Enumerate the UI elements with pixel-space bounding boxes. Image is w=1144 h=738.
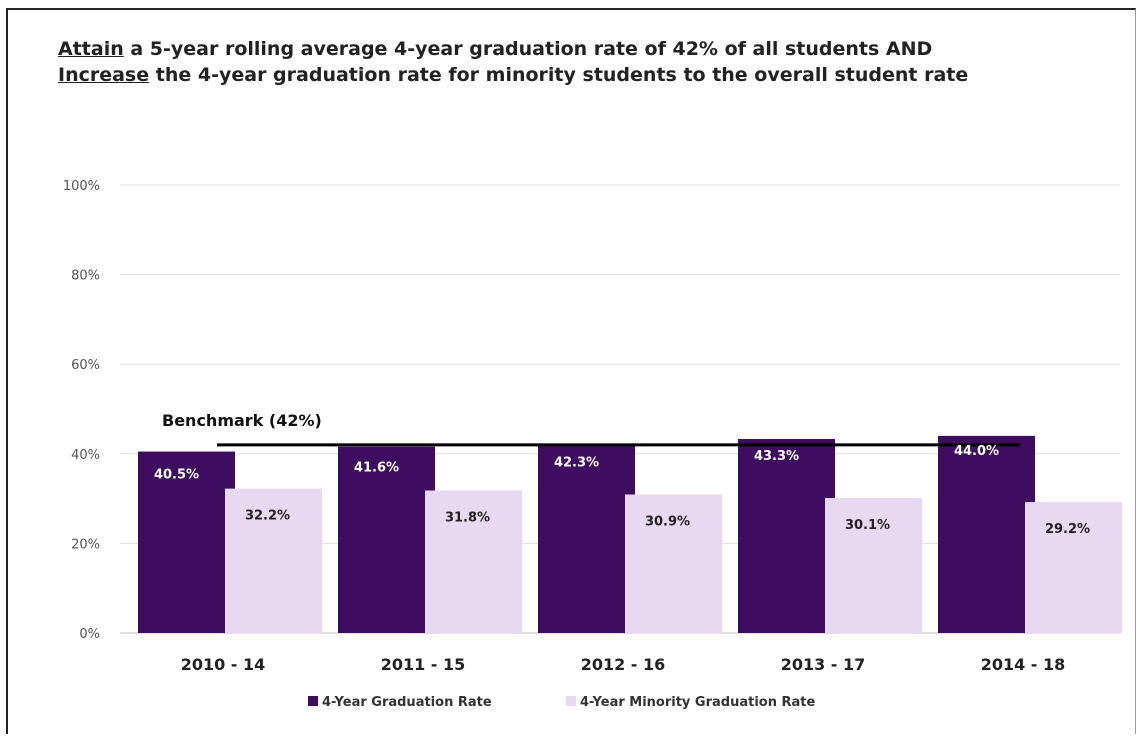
y-tick-label: 100% [63,179,100,194]
bar [338,446,435,633]
data-label: 32.2% [245,509,290,524]
data-label: 40.5% [154,468,199,483]
y-tick-label: 20% [71,537,100,552]
y-tick-label: 80% [71,269,100,284]
chart-title: Attain a 5-year rolling average 4-year g… [58,36,968,88]
legend-swatch [566,696,576,706]
data-label: 43.3% [754,449,799,464]
bar-minority [225,488,322,633]
legend-label: 4-Year Minority Graduation Rate [580,695,816,710]
y-tick-label: 0% [79,627,100,642]
y-tick-label: 60% [71,358,100,373]
title-line-2: Increase the 4-year graduation rate for … [58,62,968,88]
data-label: 31.8% [445,511,490,526]
bar-minority [825,498,922,633]
x-tick-label: 2011 - 15 [381,655,466,674]
bar-minority [1025,502,1122,633]
x-tick-label: 2014 - 18 [981,655,1066,674]
bar [138,451,235,633]
legend-swatch [308,696,318,706]
bar-minority [425,490,522,633]
benchmark-label: Benchmark (42%) [162,411,322,430]
title-line-2-rest: the 4-year graduation rate for minority … [149,64,969,86]
bar [938,435,1035,633]
bar [738,439,835,633]
data-label: 41.6% [354,461,399,476]
title-line-1: Attain a 5-year rolling average 4-year g… [58,36,968,62]
legend-label: 4-Year Graduation Rate [322,695,492,710]
bar-minority [625,494,722,633]
title-attain: Attain [58,38,124,60]
data-label: 30.1% [845,518,890,533]
title-line-1-rest: a 5-year rolling average 4-year graduati… [123,38,933,60]
bar [538,443,635,633]
data-label: 44.0% [954,444,999,459]
title-increase: Increase [58,64,150,86]
data-label: 42.3% [554,455,599,470]
data-label: 29.2% [1045,522,1090,537]
y-tick-label: 40% [71,448,100,463]
x-tick-label: 2012 - 16 [581,655,666,674]
x-tick-label: 2013 - 17 [781,655,866,674]
data-label: 30.9% [645,515,690,530]
x-tick-label: 2010 - 14 [181,655,266,674]
chart-frame [6,8,1136,734]
